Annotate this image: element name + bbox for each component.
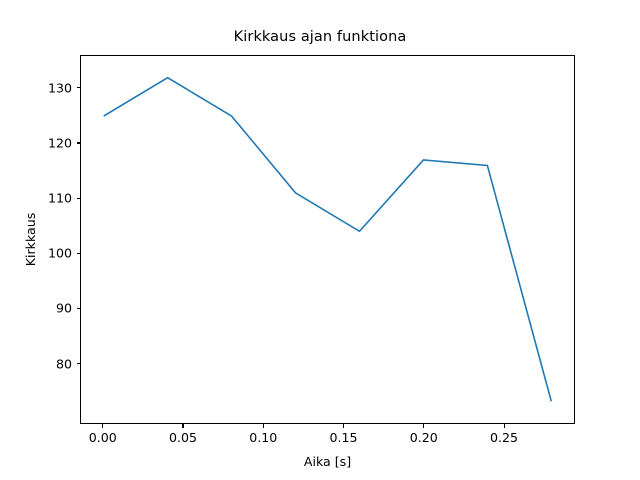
y-tick-mark	[76, 87, 80, 89]
x-tick-mark	[262, 424, 264, 428]
x-tick-label: 0.00	[88, 430, 117, 445]
x-tick-mark	[343, 424, 345, 428]
y-tick-label: 120	[47, 135, 72, 151]
plot-axes-frame	[80, 55, 575, 424]
plot-area	[103, 76, 553, 402]
x-tick-label: 0.15	[329, 430, 358, 445]
y-tick-label: 100	[47, 245, 72, 261]
y-tick-mark	[76, 363, 80, 365]
x-tick-mark	[503, 424, 505, 428]
y-tick-label: 90	[55, 300, 72, 316]
y-tick-label: 80	[55, 356, 72, 372]
x-tick-mark	[423, 424, 425, 428]
y-tick-label: 110	[47, 190, 72, 206]
chart-title: Kirkkaus ajan funktiona	[233, 29, 407, 45]
x-tick-label: 0.20	[409, 430, 438, 445]
y-tick-mark	[76, 307, 80, 309]
x-tick-mark	[182, 424, 184, 428]
x-tick-mark	[102, 424, 104, 428]
y-tick-mark	[76, 142, 80, 144]
y-tick-mark	[76, 252, 80, 254]
y-tick-mark	[76, 197, 80, 199]
x-tick-label: 0.05	[169, 430, 198, 445]
x-tick-label: 0.25	[490, 430, 519, 445]
x-axis-label: Aika [s]	[303, 454, 352, 469]
data-series-line-kirkkaus	[103, 76, 553, 402]
x-tick-label: 0.10	[249, 430, 278, 445]
y-tick-label: 130	[47, 80, 72, 96]
